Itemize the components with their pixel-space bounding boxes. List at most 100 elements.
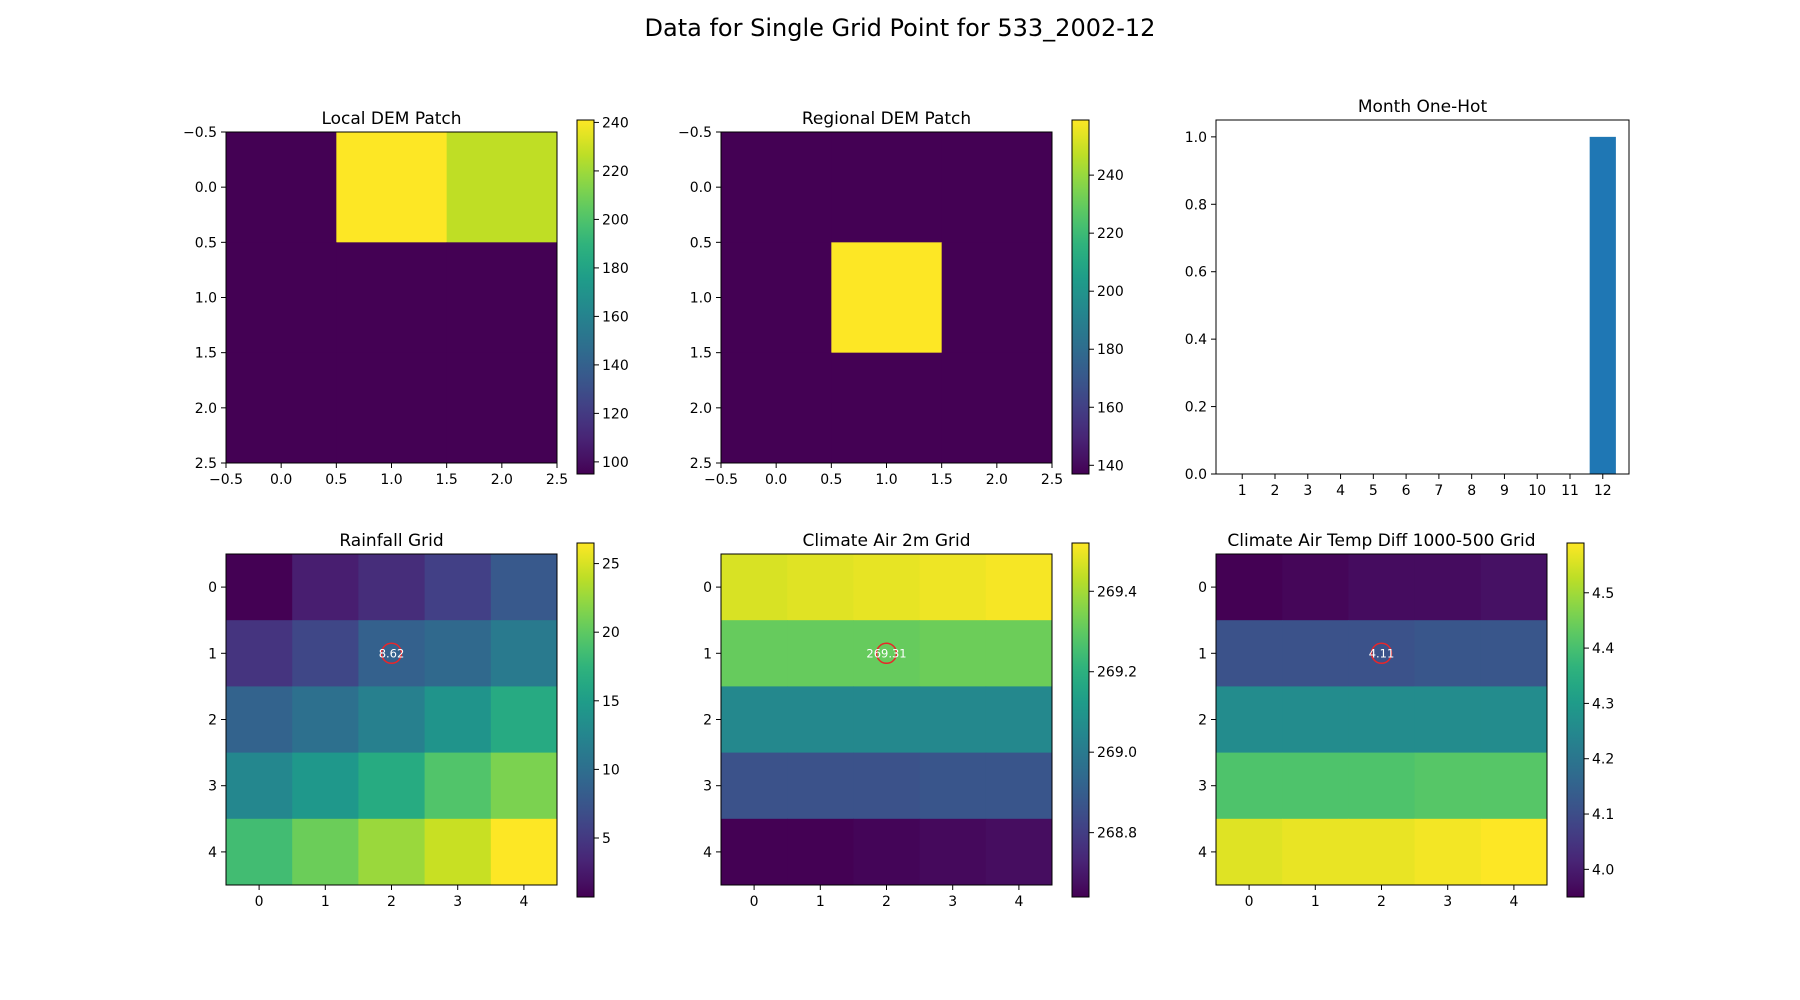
x-tick-label: 3 [1443,894,1452,910]
x-tick-label: 1 [816,894,825,910]
y-tick-label: 2.0 [690,401,712,417]
heatmap-cell [1216,686,1283,754]
heatmap-cell [721,242,832,354]
marker-circle [380,642,403,665]
x-tick-label: 1 [1311,894,1320,910]
y-tick-label: 1.5 [690,346,712,362]
y-tick-label: 2 [1198,713,1207,729]
y-tick-label: 2 [208,713,217,729]
heatmap-cell [1414,752,1482,820]
heatmap-cell [1348,818,1416,886]
heatmap-cell [721,686,788,754]
y-tick-label: 0 [703,580,712,596]
colorbar-tick-label: 15 [602,694,620,710]
y-tick-label: 0.8 [1185,197,1207,213]
x-tick-label: 1.5 [436,472,458,488]
heatmap-cell [1414,818,1482,886]
heatmap-cell [1216,818,1283,886]
heatmap-cell [1282,620,1349,687]
y-tick-label: 0.4 [1185,332,1207,348]
heatmap-cell [1480,818,1548,886]
colorbar-tick-label: 268.8 [1097,826,1137,842]
colorbar-tick-label: 20 [602,625,620,641]
heatmap-cell [336,352,448,464]
x-tick-label: 2 [1377,894,1386,910]
x-tick-label: 4 [1014,894,1023,910]
colorbar [1566,542,1585,898]
x-tick-label: 5 [1369,483,1378,499]
heatmap-cell [941,132,1053,243]
colorbar-tick-label: 160 [602,309,629,325]
y-tick-label: 2.5 [690,456,712,472]
x-tick-label: 2 [882,894,891,910]
y-tick-label: 0.0 [1185,467,1207,483]
heatmap-cell [424,554,492,621]
heatmap-cell [226,242,337,354]
heatmap-cell [831,352,943,464]
colorbar [576,542,595,898]
heatmap-cell [226,132,337,243]
x-tick-label: −0.5 [209,472,243,488]
heatmap-cell [985,554,1053,621]
x-tick-label: 2.0 [986,472,1008,488]
heatmap-cell [1414,620,1482,687]
figure-title: Data for Single Grid Point for 533_2002-… [645,14,1156,42]
heatmap-cell [1348,752,1416,820]
x-tick-label: 2 [1271,483,1280,499]
x-tick-label: 6 [1402,483,1411,499]
x-tick-label: 0 [255,894,264,910]
heatmap-cell [1414,554,1482,621]
heatmap-cell [292,752,359,820]
y-tick-label: 4 [1198,845,1207,861]
heatmap-cell [787,620,854,687]
heatmap-cell [358,554,426,621]
marker-value-label: 8.62 [379,646,405,660]
x-tick-label: 1 [321,894,330,910]
x-tick-label: 11 [1561,483,1579,499]
panel-title: Rainfall Grid [339,531,443,551]
heatmap-cell [1216,752,1283,820]
colorbar [576,119,595,475]
heatmap-cell [985,818,1053,886]
y-tick-label: 0.5 [195,235,217,251]
colorbar-tick-label: 269.2 [1097,665,1137,681]
y-tick-label: −0.5 [678,125,712,141]
colorbar-tick-label: 200 [602,212,629,228]
x-tick-label: 0.5 [325,472,347,488]
heatmap-cell [292,554,359,621]
heatmap-cell [358,620,426,687]
heatmap-cell [985,752,1053,820]
heatmap-cell [919,752,987,820]
x-tick-label: 3 [453,894,462,910]
y-tick-label: 2 [703,713,712,729]
colorbar-tick-label: 140 [1097,458,1124,474]
heatmap-cell [424,818,492,886]
heatmap-cell [853,686,921,754]
colorbar-tick-label: 4.0 [1592,862,1614,878]
marker-value-label: 269.31 [866,646,906,660]
x-tick-label: 0 [1245,894,1254,910]
x-tick-label: 0.0 [765,472,787,488]
colorbar-tick-label: 4.1 [1592,807,1614,823]
colorbar [1071,119,1090,475]
panel-local_dem: −0.5 0.0 0.5 1.0 1.5 2.0 2.5−0.50.00.51.01.52.… [183,109,629,488]
panel-tempdiff: 0 1 2 3 4 0 1 2 3 4 Climate Air Temp Diff 1000-500… [1198,531,1614,910]
heatmap-cell [721,818,788,886]
heatmap-cell [424,752,492,820]
y-tick-label: 1.0 [195,291,217,307]
heatmap-cell [787,554,854,621]
heatmap-cell [985,620,1053,687]
heatmap-cell [1414,686,1482,754]
heatmap-cell [446,132,558,243]
y-tick-label: 4 [703,845,712,861]
panel-title: Climate Air Temp Diff 1000-500 Grid [1227,531,1535,551]
heatmap-cell [490,620,558,687]
heatmap-cell [358,818,426,886]
heatmap-cell [919,620,987,687]
heatmap-cell [226,686,293,754]
colorbar-tick-label: 240 [1097,168,1124,184]
heatmap-cell [490,554,558,621]
heatmap-cell [1348,686,1416,754]
y-tick-label: 2.5 [195,456,217,472]
